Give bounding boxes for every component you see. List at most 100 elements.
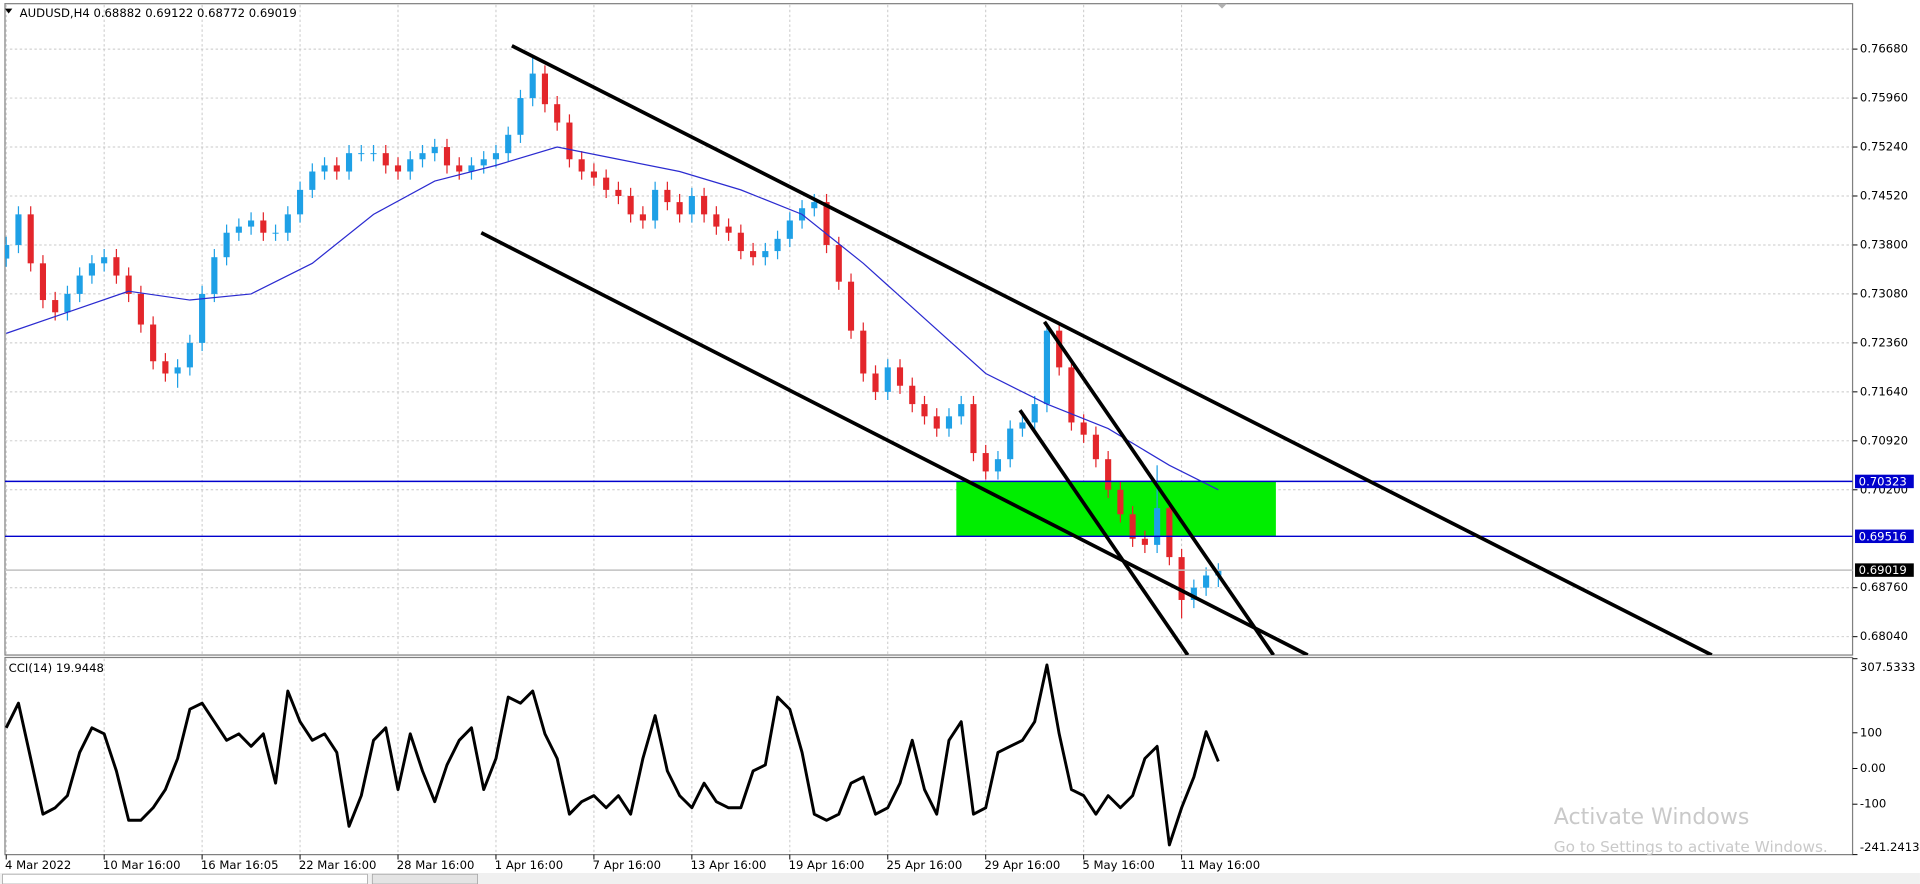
y-tick-label: 0.00 bbox=[1860, 761, 1886, 775]
candle-body bbox=[443, 147, 451, 166]
candle-body bbox=[554, 104, 561, 123]
candle-body bbox=[88, 263, 95, 276]
candle-body bbox=[358, 153, 365, 155]
candle-body bbox=[786, 220, 793, 239]
candle-body bbox=[284, 214, 291, 233]
y-tick-label: 0.68040 bbox=[1860, 629, 1908, 643]
candle-body bbox=[590, 171, 597, 178]
menu-triangle bbox=[4, 8, 13, 14]
candle-body bbox=[982, 453, 989, 472]
candle-body bbox=[345, 153, 353, 172]
candle-body bbox=[321, 165, 328, 172]
x-tick-label: 11 May 16:00 bbox=[1180, 858, 1260, 872]
candle-body bbox=[835, 244, 842, 282]
candle-body bbox=[1154, 508, 1161, 545]
candle-body bbox=[872, 373, 879, 392]
candle-body bbox=[260, 220, 267, 233]
tab[interactable] bbox=[2, 873, 368, 884]
candle-body bbox=[884, 367, 891, 392]
trend-line bbox=[480, 231, 1309, 656]
candle-body bbox=[652, 189, 659, 221]
watermark-subtitle: Go to Settings to activate Windows. bbox=[1554, 838, 1828, 856]
candle-body bbox=[1019, 422, 1026, 429]
candle-body bbox=[248, 220, 255, 227]
indicator-line bbox=[4, 663, 1220, 847]
candle-body bbox=[419, 153, 426, 160]
candle-body bbox=[4, 244, 10, 259]
candle-body bbox=[725, 226, 732, 233]
candle-body bbox=[933, 416, 940, 429]
candle-body bbox=[896, 367, 904, 386]
candle-body bbox=[823, 202, 830, 245]
candle-body bbox=[137, 293, 144, 325]
candle-body bbox=[186, 342, 193, 368]
candle-body bbox=[750, 251, 757, 258]
candle-body bbox=[174, 367, 181, 374]
candle-body bbox=[1031, 404, 1038, 423]
candle-body bbox=[272, 232, 279, 234]
candle-body bbox=[676, 202, 683, 215]
x-tick-label: 16 Mar 16:05 bbox=[201, 858, 279, 872]
candle-body bbox=[541, 73, 548, 105]
support-zone bbox=[956, 481, 1276, 537]
plot-layer: 0.76680 0.75960 0.75240 0.74520 0.73800 0.730… bbox=[4, 4, 1920, 873]
chart-title: AUDUSD,H4 0.68882 0.69122 0.68772 0.6901… bbox=[20, 6, 297, 20]
price-label-box bbox=[1855, 563, 1914, 577]
candle-body bbox=[909, 385, 916, 405]
x-tick-label: 22 Mar 16:00 bbox=[299, 858, 377, 872]
label-layer: 0.76680 0.75960 0.75240 0.74520 0.73800 0.730… bbox=[5, 42, 1920, 873]
candle-body bbox=[639, 214, 646, 221]
candle-body bbox=[1056, 330, 1063, 368]
candle-body bbox=[945, 416, 953, 429]
candle-body bbox=[1141, 538, 1148, 545]
trend-line bbox=[1042, 320, 1275, 656]
candle-body bbox=[603, 177, 610, 190]
candle-body bbox=[76, 275, 83, 294]
y-tick-label: 0.72360 bbox=[1860, 335, 1908, 349]
x-tick-label: 25 Apr 16:00 bbox=[887, 858, 963, 872]
candle-body bbox=[456, 165, 463, 172]
x-tick-label: 10 Mar 16:00 bbox=[103, 858, 181, 872]
x-tick-label: 4 Mar 2022 bbox=[5, 858, 71, 872]
candle-body bbox=[382, 153, 389, 166]
price-label: 0.70323 bbox=[1859, 475, 1907, 489]
candle-body bbox=[333, 165, 340, 172]
y-tick-label: 0.75960 bbox=[1860, 91, 1908, 105]
candle-body bbox=[713, 214, 720, 227]
x-tick-label: 1 Apr 16:00 bbox=[495, 858, 563, 872]
y-tick-label: -100 bbox=[1860, 797, 1886, 811]
candle-body bbox=[994, 459, 1002, 472]
candle-body bbox=[223, 232, 230, 258]
price-label: 0.69019 bbox=[1859, 563, 1907, 577]
x-tick-label: 5 May 16:00 bbox=[1082, 858, 1154, 872]
candle-body bbox=[1203, 575, 1210, 588]
candle-body bbox=[762, 251, 769, 258]
x-tick-label: 19 Apr 16:00 bbox=[789, 858, 865, 872]
candle-body bbox=[1178, 557, 1185, 600]
x-tick-label: 29 Apr 16:00 bbox=[984, 858, 1060, 872]
y-tick-label: 0.73080 bbox=[1860, 286, 1908, 300]
candle-body bbox=[688, 195, 695, 215]
price-label-box bbox=[1855, 474, 1914, 489]
candle-body bbox=[1007, 428, 1014, 460]
candle-body bbox=[27, 214, 34, 264]
candle-body bbox=[39, 263, 47, 301]
candle-body bbox=[113, 257, 120, 276]
candle-body bbox=[578, 159, 585, 172]
candle-body bbox=[370, 153, 377, 155]
candle-body bbox=[1043, 330, 1050, 405]
tab[interactable] bbox=[371, 873, 478, 884]
candle-body bbox=[211, 257, 218, 294]
candle-body bbox=[199, 293, 206, 343]
candle-body bbox=[101, 257, 108, 264]
candle-body bbox=[615, 189, 622, 196]
candle-body bbox=[664, 189, 671, 203]
x-tick-label: 7 Apr 16:00 bbox=[593, 858, 661, 872]
candle-body bbox=[970, 404, 977, 454]
candle-body bbox=[15, 214, 22, 245]
candle-body bbox=[492, 153, 500, 160]
candle-body bbox=[52, 300, 59, 313]
x-tick-label: 28 Mar 16:00 bbox=[397, 858, 475, 872]
